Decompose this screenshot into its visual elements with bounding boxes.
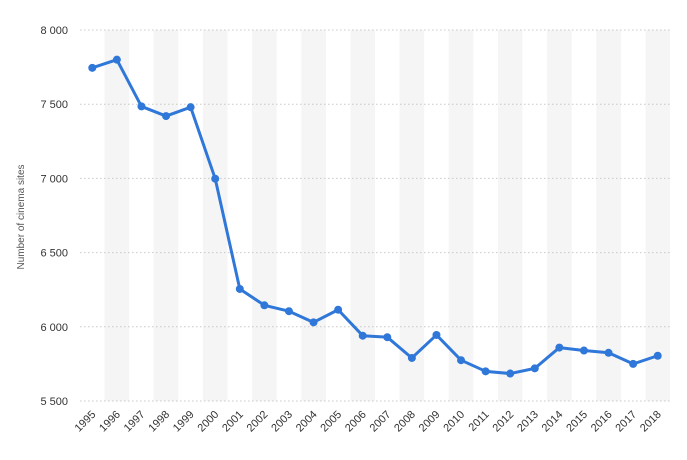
y-tick-label: 5 500 [40,396,68,408]
column-band [301,30,326,401]
data-point[interactable] [88,63,97,72]
x-tick-label: 2018 [638,409,664,435]
x-tick-label: 2013 [515,409,541,435]
x-tick-label: 2001 [220,409,246,435]
x-tick-label: 2000 [196,409,222,435]
data-point[interactable] [481,367,490,376]
y-axis-title: Number of cinema sites [16,164,27,269]
data-point[interactable] [162,112,171,121]
x-tick-label: 2010 [441,409,467,435]
y-tick-label: 7 500 [40,99,68,111]
column-band [252,30,277,401]
data-point[interactable] [653,351,662,360]
x-tick-label: 2006 [343,409,369,435]
data-point[interactable] [137,102,146,111]
data-point[interactable] [358,331,367,340]
x-tick-label: 1996 [97,409,123,435]
data-point[interactable] [112,55,121,64]
y-tick-label: 6 000 [40,322,68,334]
x-tick-label: 2012 [491,409,517,435]
y-tick-label: 7 000 [40,173,68,185]
data-point[interactable] [334,305,343,314]
x-tick-label: 2016 [589,409,615,435]
data-point[interactable] [457,356,466,365]
column-band [497,30,523,401]
data-point[interactable] [211,174,220,183]
data-point[interactable] [530,364,539,373]
x-tick-label: 2015 [564,409,590,435]
x-tick-label: 2004 [294,409,320,435]
data-point[interactable] [235,284,244,293]
x-axis-ticks: 1995199619971998199920002001200220032004… [73,409,664,435]
column-band [399,30,425,401]
x-tick-label: 2009 [417,409,443,435]
x-tick-label: 2002 [245,409,271,435]
x-tick-label: 2014 [540,409,566,435]
alternating-bands [104,30,670,401]
data-point[interactable] [579,346,588,355]
column-band [547,30,572,401]
data-point[interactable] [284,307,293,316]
series-layer [88,55,662,378]
data-point[interactable] [629,359,638,368]
data-point[interactable] [407,353,416,362]
column-band [153,30,179,401]
y-tick-label: 8 000 [40,25,68,37]
data-point[interactable] [432,330,441,339]
data-point[interactable] [555,343,564,352]
x-tick-label: 2008 [392,409,418,435]
x-tick-label: 1995 [73,409,99,435]
x-tick-label: 2011 [467,409,492,434]
x-tick-label: 1997 [122,409,148,435]
x-tick-label: 1999 [171,409,197,435]
x-tick-label: 2017 [613,409,639,435]
data-point[interactable] [506,369,515,378]
x-tick-label: 2005 [318,409,344,435]
column-band [350,30,375,401]
data-point[interactable] [604,348,613,357]
data-point[interactable] [383,333,392,342]
x-tick-label: 1998 [146,409,172,435]
column-band [448,30,474,401]
data-point[interactable] [309,318,318,327]
column-band [645,30,670,401]
y-tick-label: 6 500 [40,248,68,260]
x-tick-label: 2007 [368,409,394,435]
data-point[interactable] [186,103,195,112]
series-line [90,58,660,376]
column-band [104,30,130,401]
y-axis-ticks: 5 500 6 000 6 500 7 000 7 500 8 000 [40,25,68,408]
data-point[interactable] [260,301,269,310]
column-band [596,30,621,401]
x-tick-label: 2003 [269,409,295,435]
